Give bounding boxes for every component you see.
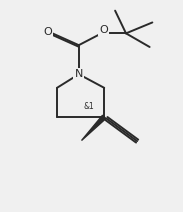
Text: O: O — [99, 25, 108, 35]
Polygon shape — [81, 115, 106, 141]
Text: N: N — [75, 69, 83, 79]
Text: &1: &1 — [83, 102, 94, 112]
Text: O: O — [43, 27, 52, 38]
